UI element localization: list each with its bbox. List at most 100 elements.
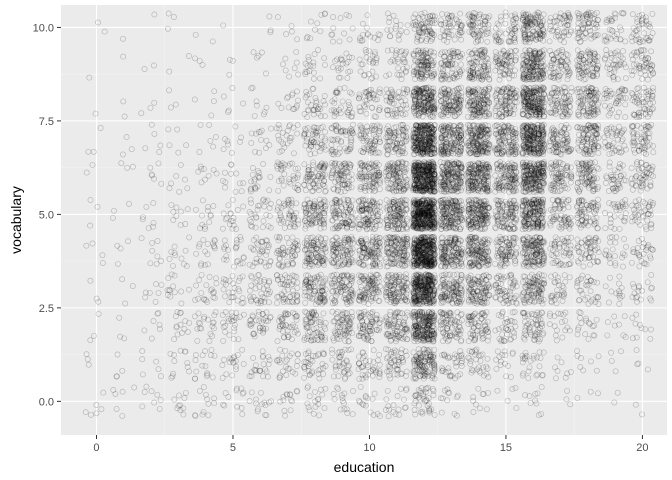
data-point [229, 218, 236, 225]
data-point [170, 370, 177, 377]
data-point [220, 22, 227, 29]
data-point [177, 310, 184, 316]
data-point [94, 203, 101, 210]
data-point [207, 137, 214, 144]
data-point [166, 68, 173, 75]
data-point [263, 309, 270, 316]
data-point [265, 291, 272, 297]
data-point [153, 260, 160, 267]
data-point [266, 399, 273, 406]
data-point [93, 410, 100, 417]
data-point [174, 331, 181, 338]
data-point [256, 271, 262, 278]
data-point [220, 337, 227, 344]
data-point [89, 161, 96, 168]
data-point [256, 325, 263, 331]
data-point [267, 288, 274, 295]
data-point [199, 411, 206, 418]
data-point [197, 121, 204, 128]
data-point [84, 356, 91, 363]
data-point [256, 367, 263, 374]
data-point [180, 405, 187, 412]
data-point [123, 134, 130, 141]
data-point [171, 336, 178, 343]
data-point [90, 148, 97, 155]
data-point [204, 251, 211, 258]
data-point [113, 405, 120, 412]
data-point [186, 234, 193, 241]
data-point [207, 331, 214, 337]
data-point [219, 177, 226, 184]
data-point [183, 263, 190, 270]
data-point [193, 282, 200, 289]
data-point [177, 161, 184, 168]
data-point [253, 367, 260, 374]
data-point [145, 225, 152, 232]
data-point [256, 250, 263, 257]
data-point [208, 286, 215, 293]
data-point [169, 373, 176, 380]
data-point [223, 371, 230, 378]
data-point [179, 329, 185, 336]
data-point [258, 297, 265, 304]
data-point [180, 411, 187, 418]
data-point [155, 289, 162, 296]
data-point [177, 347, 184, 354]
data-point [222, 277, 229, 284]
data-point [182, 318, 189, 325]
data-point [87, 277, 94, 284]
data-point [227, 161, 234, 168]
data-point [238, 134, 245, 141]
data-point [193, 368, 200, 375]
data-point [208, 112, 215, 119]
data-point [265, 361, 272, 368]
data-point [141, 327, 148, 334]
data-point [268, 398, 275, 405]
data-point [210, 242, 217, 249]
data-point [142, 145, 149, 152]
data-point [259, 294, 266, 301]
data-point [148, 388, 155, 395]
data-point [259, 401, 265, 408]
data-point [257, 324, 263, 331]
data-point [205, 400, 212, 407]
data-point [250, 331, 257, 338]
data-point [171, 289, 178, 296]
data-point [256, 367, 263, 374]
data-point [267, 314, 274, 320]
data-point [204, 371, 211, 378]
data-point [233, 258, 240, 265]
data-point [209, 319, 216, 326]
data-point [199, 197, 206, 204]
data-point [153, 281, 159, 288]
data-point [221, 356, 228, 363]
data-point [263, 317, 270, 324]
data-point [229, 289, 236, 296]
data-point [139, 216, 146, 223]
data-point [192, 375, 198, 382]
data-point [210, 294, 217, 301]
data-point [248, 273, 255, 279]
data-point [202, 176, 208, 183]
data-point [220, 324, 227, 331]
data-point [219, 225, 226, 232]
data-point [120, 98, 127, 105]
data-point [151, 175, 157, 182]
data-point [226, 56, 233, 63]
data-point [250, 313, 257, 320]
data-point [257, 257, 264, 264]
data-point [170, 14, 177, 20]
data-point [231, 317, 237, 324]
data-point [168, 374, 175, 381]
data-point [166, 256, 173, 262]
data-point [230, 222, 237, 229]
data-point [233, 237, 240, 244]
data-point [99, 252, 106, 259]
data-point [196, 387, 203, 394]
data-point [192, 206, 199, 213]
data-point [236, 313, 243, 320]
data-point [112, 390, 119, 397]
data-point [114, 242, 121, 249]
data-point [165, 10, 172, 17]
data-point [233, 387, 240, 394]
